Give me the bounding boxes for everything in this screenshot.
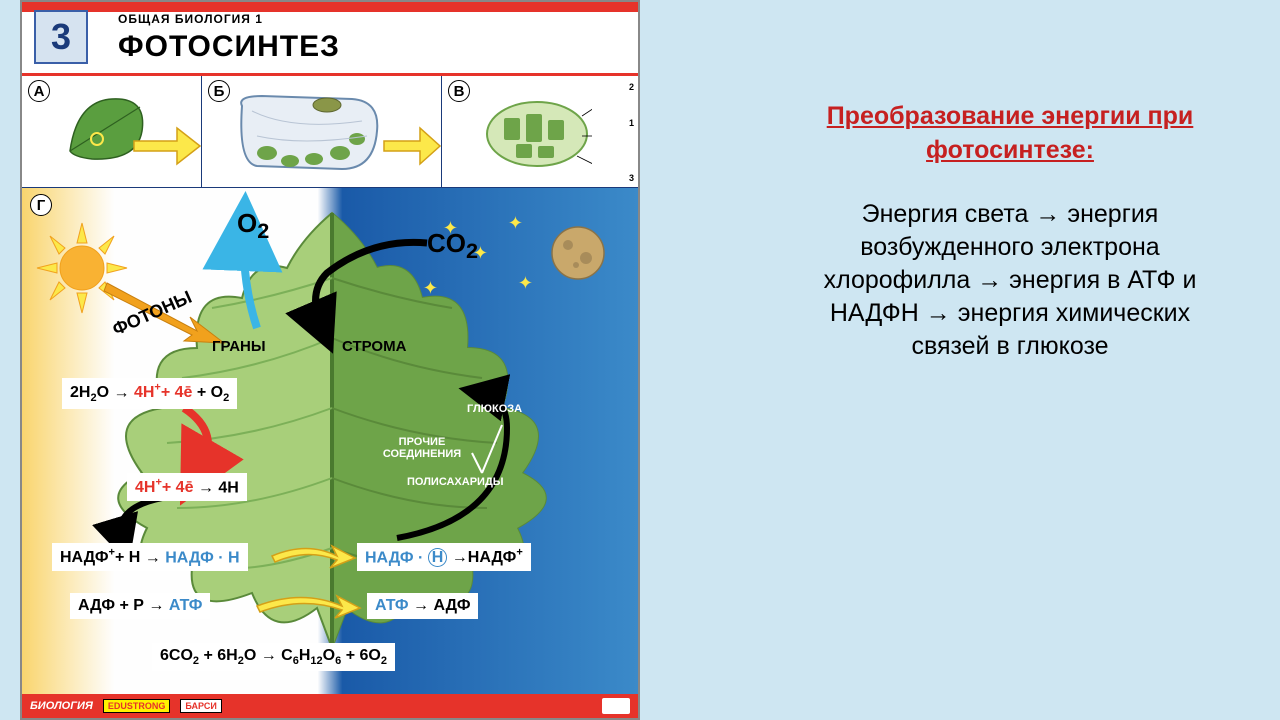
glucose-label: ГЛЮКОЗА [467, 403, 522, 415]
footer-badge-2: БАРСИ [180, 699, 221, 713]
poster-header: 3 ОБЩАЯ БИОЛОГИЯ 1 ФОТОСИНТЕЗ [22, 2, 638, 76]
diagram-panel-g: Г ✦ ✦ ✦ ✦ ✦ [22, 188, 638, 696]
section-number: 3 [34, 10, 88, 64]
chloroplast-icon [482, 96, 592, 171]
equation-1: 2H2O → 4H++ 4ē + O2 [62, 378, 237, 409]
panel-a-label: А [28, 80, 50, 102]
equation-final: 6CO2 + 6H2O → C6H12O6 + 6O2 [152, 643, 395, 671]
polysaccharides-label: ПОЛИСАХАРИДЫ [407, 476, 504, 488]
moon-icon [548, 223, 608, 283]
panel-b: Б [202, 76, 442, 187]
side-body: Энергия света → энергия возбужденного эл… [800, 198, 1220, 363]
equation-4: НАДФ · H →НАДФ+ [357, 543, 531, 571]
arrow-b-to-v-icon [382, 116, 442, 166]
poster-footer: БИОЛОГИЯ EDUSTRONG БАРСИ [22, 694, 638, 718]
side-text-block: Преобразование энергии при фотосинтезе: … [800, 100, 1220, 363]
header-red-bar [22, 2, 638, 12]
stroma-label: СТРОМА [342, 338, 406, 355]
yellow-arrow-1-icon [267, 536, 357, 576]
panel-b-label: Б [208, 80, 230, 102]
equation-3: НАДФ++ H → НАДФ · H [52, 543, 248, 571]
equation-6: АТФ → АДФ [367, 593, 478, 619]
co2-label: CO2 [427, 228, 478, 264]
footer-badge-1: EDUSTRONG [103, 699, 171, 713]
panel-a: А [22, 76, 202, 187]
footer-logo-icon [602, 698, 630, 714]
panel-row: А Б [22, 76, 638, 188]
footer-brand: БИОЛОГИЯ [30, 700, 93, 712]
equation-2: 4H++ 4ē → 4H [127, 473, 247, 501]
o2-label: O2 [237, 208, 269, 244]
arrow-a-to-b-icon [132, 116, 202, 166]
photosynthesis-poster: 3 ОБЩАЯ БИОЛОГИЯ 1 ФОТОСИНТЕЗ А Б [20, 0, 640, 720]
callout-3: 3 [629, 173, 634, 183]
side-title: Преобразование энергии при фотосинтезе: [800, 100, 1220, 168]
star-icon: ✦ [508, 213, 523, 234]
star-icon: ✦ [518, 273, 533, 294]
red-arrow-icon [172, 403, 242, 478]
panel-v: В 2 1 3 [442, 76, 638, 187]
callout-2: 2 [629, 82, 634, 92]
other-compounds-label: ПРОЧИЕСОЕДИНЕНИЯ [377, 436, 467, 460]
grany-label: ГРАНЫ [212, 338, 266, 355]
poster-title: ФОТОСИНТЕЗ [118, 30, 340, 64]
callout-1: 1 [629, 118, 634, 128]
subject-line: ОБЩАЯ БИОЛОГИЯ 1 [118, 12, 263, 26]
panel-v-label: В [448, 80, 470, 102]
plant-cell-icon [232, 91, 382, 176]
panel-g-label: Г [30, 194, 52, 216]
equation-5: АДФ + Р → АТФ [70, 593, 210, 619]
yellow-arrow-2-icon [252, 586, 362, 626]
